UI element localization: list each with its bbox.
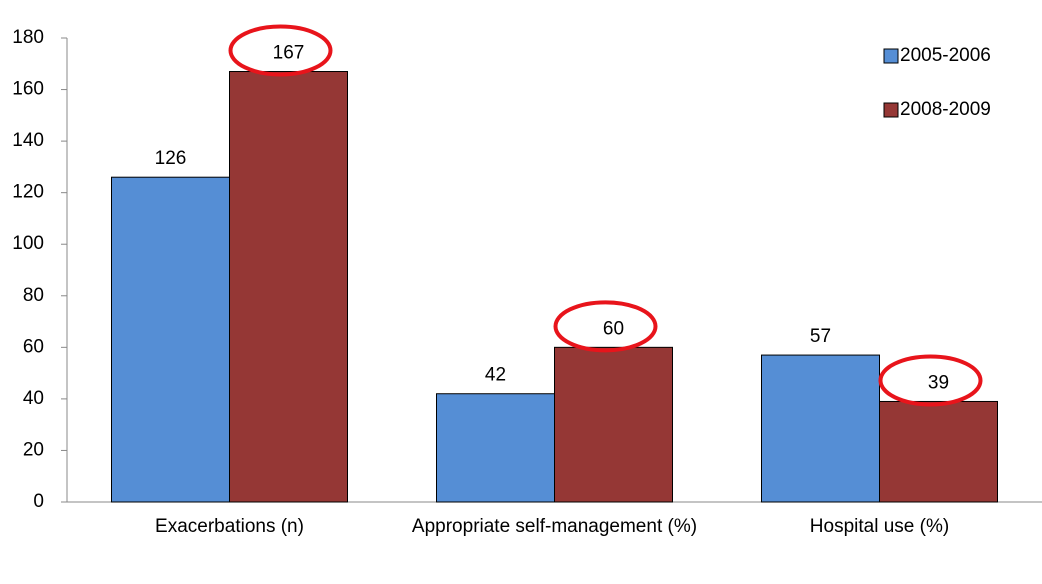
data-label: 126 (155, 148, 187, 169)
legend-swatch (883, 48, 899, 64)
y-tick-label: 20 (23, 439, 44, 460)
x-tick-label-box: Exacerbations (n) (155, 516, 304, 537)
data-label: 39 (928, 372, 949, 393)
y-tick-label: 140 (12, 130, 44, 151)
y-tick-label: 120 (12, 182, 44, 203)
x-tick-label-box: Appropriate self-management (%) (411, 516, 698, 537)
highlight-circle (878, 354, 983, 407)
legend-swatch (883, 102, 899, 118)
bar (229, 71, 348, 503)
y-tick-label: 160 (12, 79, 44, 100)
bar (111, 176, 230, 503)
bar (554, 346, 673, 503)
legend-label: 2005-2006 (900, 45, 991, 66)
y-tick-label: 40 (23, 388, 44, 409)
y-tick-label: 60 (23, 336, 44, 357)
highlight-circle (228, 24, 333, 77)
y-tick-label: 80 (23, 285, 44, 306)
legend-label: 2008-2009 (900, 99, 991, 120)
data-label: 167 (273, 43, 305, 64)
bar (761, 354, 880, 503)
y-tick-label: 180 (12, 27, 44, 48)
bar (879, 400, 998, 503)
data-label: 42 (485, 365, 506, 386)
x-tick-label: Hospital use (%) (809, 516, 950, 537)
x-tick-label: Exacerbations (n) (155, 516, 304, 537)
y-tick-label: 0 (33, 491, 44, 512)
data-label: 60 (603, 318, 624, 339)
y-tick-label: 100 (12, 233, 44, 254)
highlight-circle (553, 300, 658, 353)
x-tick-label-box: Hospital use (%) (809, 516, 950, 537)
x-tick-label: Appropriate self-management (%) (411, 516, 698, 537)
data-label: 57 (810, 326, 831, 347)
bar (436, 393, 555, 503)
